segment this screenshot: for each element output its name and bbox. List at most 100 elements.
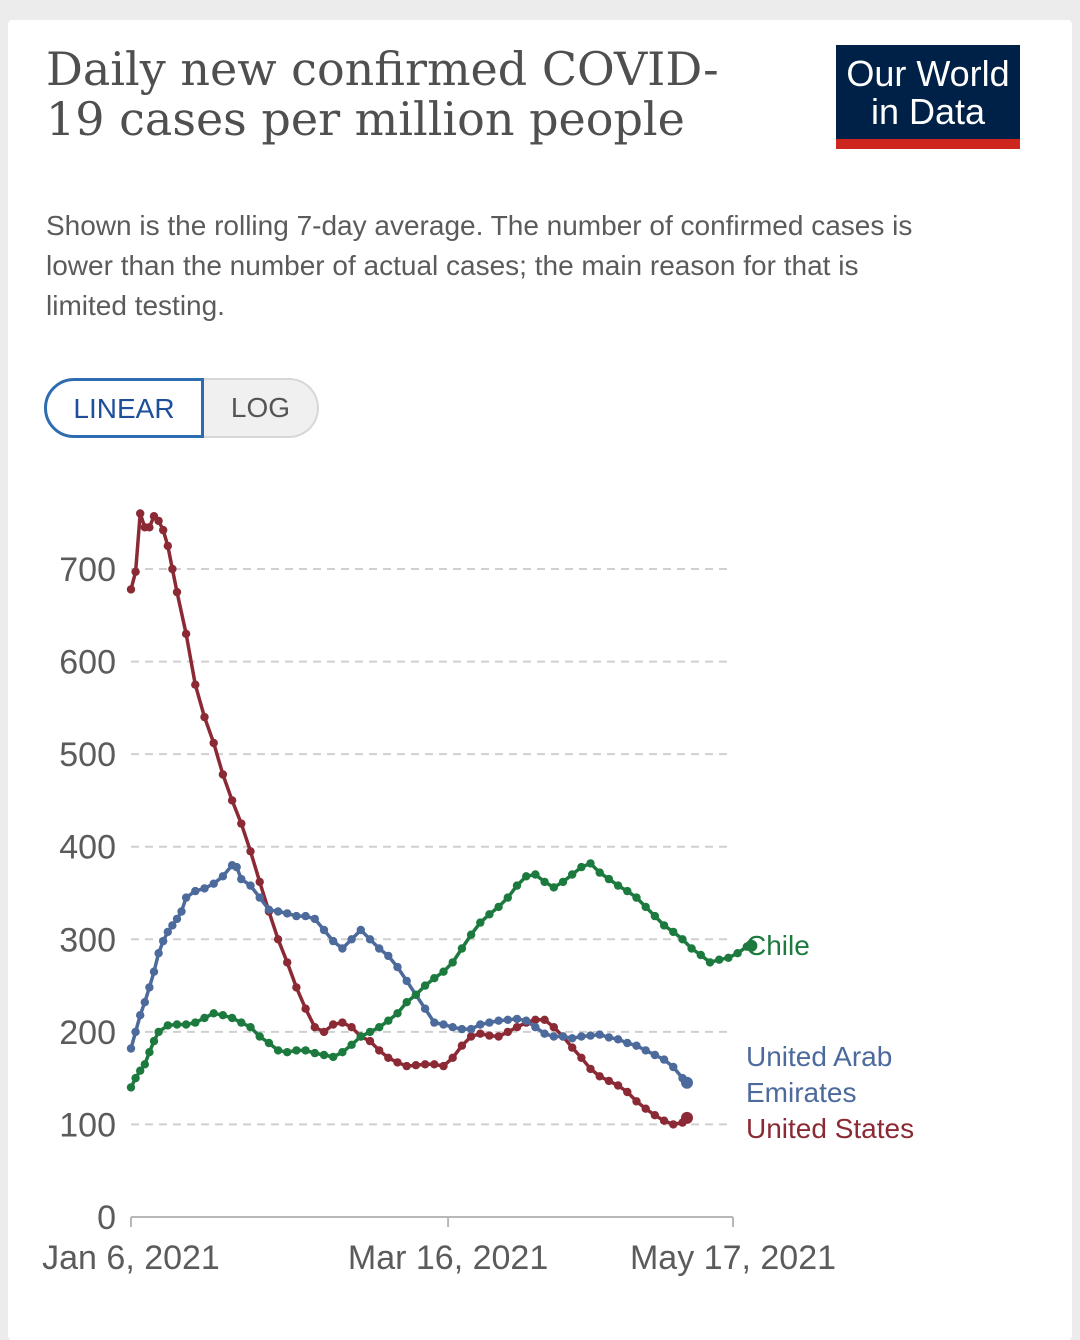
data-point-chile-58: [632, 893, 641, 902]
data-point-united-arab-emirates-39: [420, 1004, 430, 1013]
data-point-united-states-61: [641, 1104, 650, 1113]
data-point-chile-3: [140, 1060, 149, 1069]
log-scale-button[interactable]: LOG: [204, 378, 319, 438]
data-point-chile-18: [264, 1038, 274, 1048]
data-point-chile-28: [356, 1032, 365, 1041]
data-point-united-states-9: [168, 564, 177, 574]
data-point-united-arab-emirates-54: [558, 1032, 568, 1041]
data-point-united-arab-emirates-32: [356, 925, 365, 935]
data-point-chile-23: [310, 1048, 319, 1058]
y-tick-label-300: 300: [59, 921, 116, 959]
data-point-united-states-42: [466, 1032, 476, 1041]
data-point-chile-5: [149, 1036, 159, 1046]
data-point-chile-55: [604, 874, 614, 884]
data-point-united-arab-emirates-33: [365, 935, 375, 944]
data-point-united-states-50: [540, 1015, 549, 1024]
data-point-chile-64: [687, 944, 696, 953]
data-point-chile-40: [466, 930, 476, 939]
data-point-united-states-39: [439, 1061, 448, 1071]
chart-title: Daily new confirmed COVID-19 cases per m…: [46, 42, 719, 146]
data-point-united-arab-emirates-34: [375, 944, 384, 953]
data-point-chile-6: [154, 1027, 163, 1037]
data-point-chile-53: [586, 859, 595, 868]
data-point-united-arab-emirates-46: [485, 1018, 494, 1027]
data-point-united-states-45: [494, 1032, 503, 1041]
data-point-chile-46: [522, 872, 531, 881]
data-point-united-states-60: [632, 1097, 641, 1106]
data-point-united-arab-emirates-57: [586, 1031, 595, 1040]
data-point-united-states-38: [430, 1060, 439, 1069]
data-point-chile-65: [696, 950, 705, 960]
data-point-united-arab-emirates-44: [466, 1024, 476, 1034]
data-point-united-states-22: [283, 958, 292, 967]
data-point-chile-48: [540, 877, 549, 887]
data-point-chile-43: [494, 902, 503, 912]
y-tick-label-100: 100: [59, 1106, 116, 1144]
data-point-chile-7: [163, 1021, 172, 1030]
data-point-united-arab-emirates-12: [181, 893, 191, 902]
data-point-united-arab-emirates-14: [200, 884, 209, 893]
data-point-united-arab-emirates-48: [503, 1015, 512, 1024]
data-point-united-arab-emirates-9: [168, 921, 177, 930]
data-point-chile-9: [181, 1020, 191, 1029]
data-point-united-states-18: [246, 847, 255, 856]
data-point-chile-59: [641, 902, 650, 912]
data-point-united-arab-emirates-8: [163, 927, 172, 937]
data-point-united-states-27: [329, 1020, 338, 1029]
data-point-chile-69: [733, 949, 742, 958]
data-point-united-states-41: [457, 1041, 467, 1050]
data-point-chile-49: [549, 883, 558, 892]
data-point-chile-35: [420, 981, 430, 990]
data-point-chile-37: [439, 967, 448, 976]
data-point-chile-54: [595, 868, 604, 877]
data-point-chile-66: [705, 958, 715, 967]
series-label-united-arab-emirates-1: United Arab: [746, 1041, 892, 1072]
data-point-united-states-64: [669, 1120, 678, 1129]
data-point-chile-36: [430, 974, 439, 983]
data-point-chile-29: [365, 1027, 375, 1037]
data-point-chile-42: [485, 910, 494, 919]
series-label-chile: Chile: [746, 930, 810, 961]
data-point-united-arab-emirates-11: [177, 907, 186, 916]
data-point-chile-56: [613, 881, 623, 890]
data-point-united-arab-emirates-15: [209, 879, 218, 888]
end-point-chile: [745, 939, 758, 952]
data-point-chile-30: [375, 1022, 384, 1032]
data-point-chile-2: [136, 1066, 145, 1075]
data-point-chile-4: [145, 1048, 154, 1057]
data-point-united-arab-emirates-20: [246, 881, 255, 890]
linear-scale-button[interactable]: LINEAR: [44, 378, 204, 438]
data-point-united-arab-emirates-47: [494, 1016, 503, 1025]
data-point-united-arab-emirates-3: [140, 998, 149, 1007]
data-point-chile-45: [512, 881, 522, 890]
data-point-chile-17: [255, 1032, 264, 1041]
data-point-united-states-26: [319, 1027, 329, 1037]
owid-logo[interactable]: Our World in Data: [836, 45, 1020, 149]
data-point-united-arab-emirates-42: [448, 1022, 457, 1032]
x-tick-label-0: Jan 6, 2021: [42, 1239, 220, 1277]
data-point-united-states-37: [420, 1060, 430, 1069]
data-point-united-states-34: [393, 1058, 402, 1067]
data-point-united-arab-emirates-13: [191, 886, 200, 896]
data-point-chile-39: [457, 944, 467, 953]
data-point-united-arab-emirates-43: [457, 1024, 467, 1034]
data-point-united-states-29: [347, 1022, 356, 1032]
data-point-chile-22: [301, 1046, 310, 1055]
data-point-united-states-0: [126, 585, 136, 594]
data-point-united-states-12: [191, 680, 200, 689]
data-point-united-states-11: [181, 629, 191, 638]
data-point-united-arab-emirates-6: [154, 949, 163, 958]
data-point-chile-8: [172, 1020, 182, 1029]
data-point-chile-62: [669, 927, 678, 937]
data-point-chile-41: [476, 918, 485, 927]
data-point-chile-32: [393, 1009, 402, 1018]
data-point-united-states-23: [292, 983, 301, 992]
data-point-united-states-35: [402, 1061, 411, 1071]
data-point-united-states-55: [586, 1064, 595, 1074]
data-point-united-states-15: [218, 770, 228, 779]
data-point-chile-50: [558, 877, 568, 887]
data-point-chile-0: [126, 1083, 136, 1092]
data-point-united-states-2: [136, 509, 145, 518]
data-point-united-states-13: [200, 712, 209, 722]
